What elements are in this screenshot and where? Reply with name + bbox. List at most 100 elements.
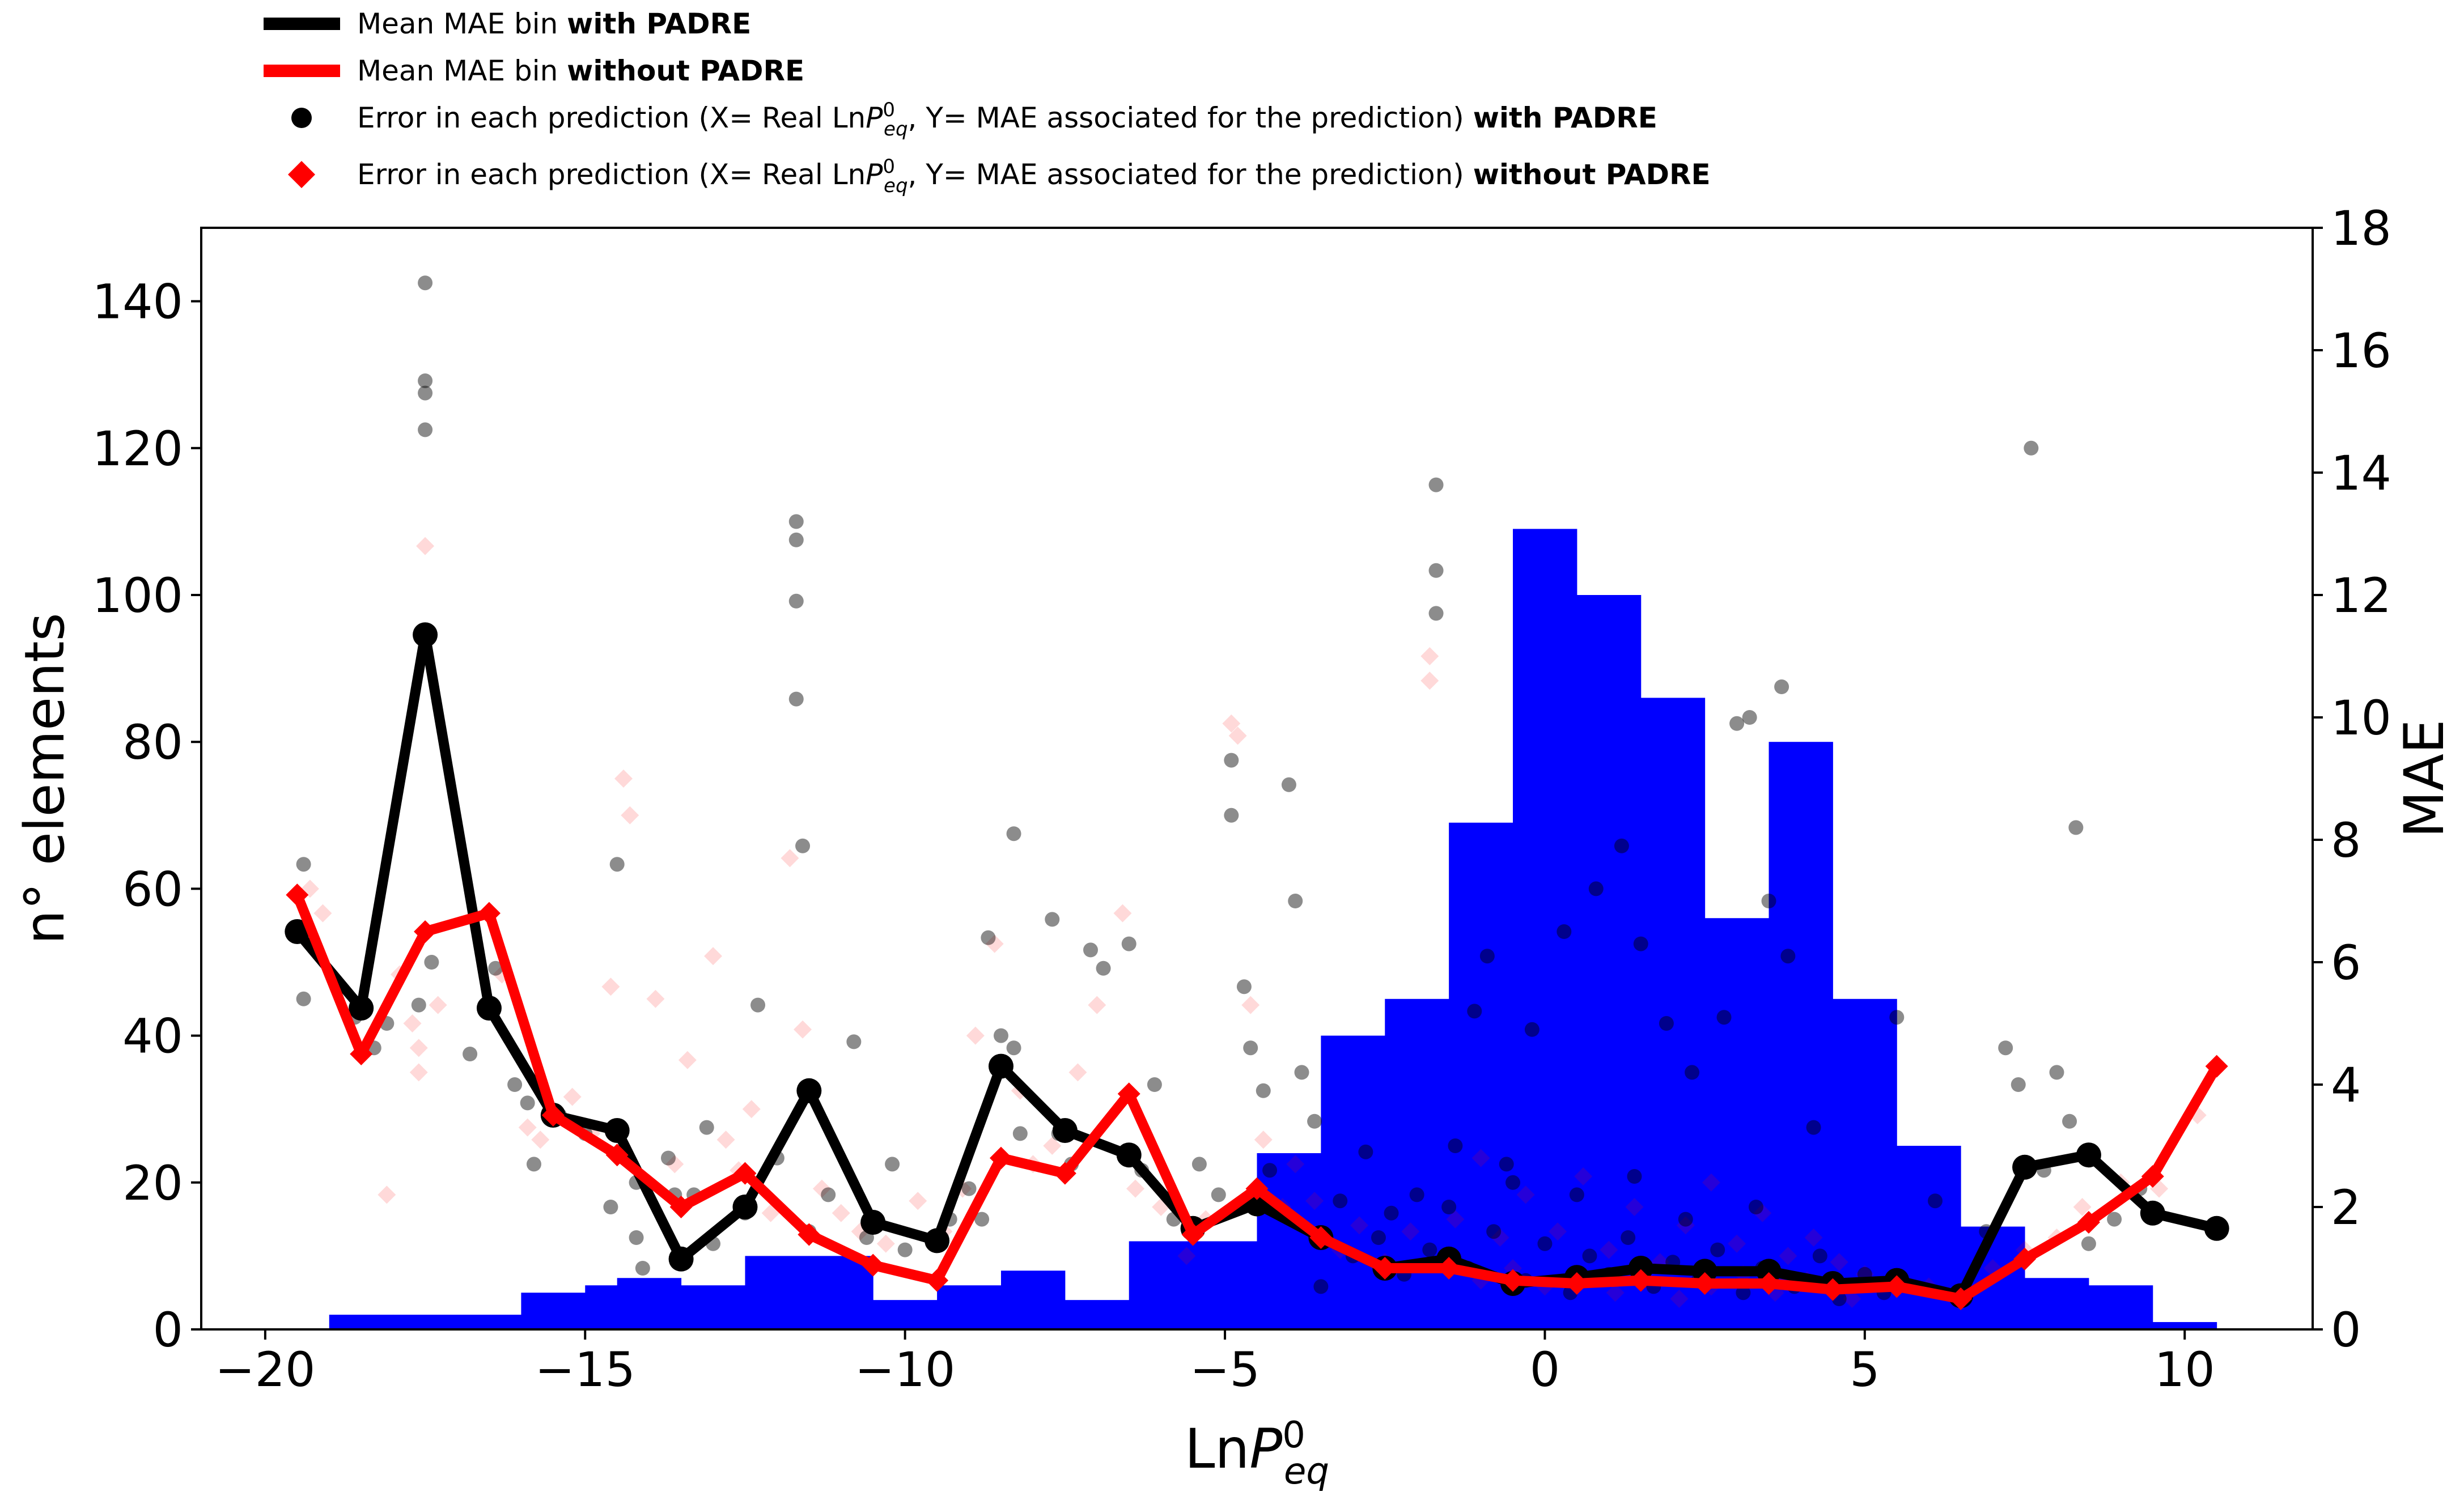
series-point-without-padre (350, 1043, 373, 1065)
series-point-without-padre (1053, 1162, 1076, 1185)
series-point-without-padre (541, 1104, 565, 1127)
series-point-without-padre (733, 1162, 757, 1185)
scatter-point-without-padre (1516, 1185, 1535, 1204)
scatter-point-without-padre (781, 849, 799, 868)
histogram-bar (521, 1293, 586, 1329)
scatter-point-with-padre (411, 997, 426, 1013)
series-point-with-padre (1628, 1256, 1653, 1281)
histogram-bar (1065, 1300, 1130, 1329)
scatter-point-with-padre (1211, 1187, 1226, 1202)
series-point-without-padre (1949, 1287, 1973, 1310)
scatter-point-without-padre (416, 537, 435, 555)
series-point-without-padre (605, 1144, 629, 1167)
scatter-point-without-padre (1088, 996, 1106, 1014)
scatter-point-with-padre (1780, 949, 1796, 964)
scatter-point-with-padre (885, 1157, 900, 1172)
histogram-bar (1000, 1270, 1066, 1329)
x-tick-label: −15 (535, 1342, 635, 1397)
histogram-bar (1129, 1241, 1194, 1329)
scatter-point-without-padre (716, 1130, 735, 1149)
histogram-bar (1576, 595, 1642, 1329)
scatter-point-with-padre (1006, 826, 1021, 842)
y-left-tick-label: 140 (92, 274, 183, 330)
scatter-point-with-padre (1467, 1004, 1482, 1019)
scatter-point-with-padre (463, 1047, 478, 1061)
scatter-point-with-padre (1557, 924, 1572, 939)
series-point-without-padre (1373, 1257, 1397, 1280)
scatter-point-with-padre (1083, 942, 1099, 958)
scatter-point-with-padre (1307, 1114, 1322, 1129)
scatter-point-without-padre (1491, 1229, 1509, 1247)
histogram-bar (1769, 742, 1833, 1329)
scatter-point-without-padre (1600, 1240, 1618, 1259)
series-point-without-padre (2141, 1165, 2164, 1188)
scatter-point-with-padre (1569, 1187, 1584, 1202)
scatter-point-with-padre (1716, 1010, 1732, 1025)
series-point-without-padre (1629, 1269, 1652, 1292)
scatter-point-without-padre (1625, 1198, 1644, 1216)
scatter-point-without-padre (1420, 647, 1439, 665)
histogram-bar (2088, 1285, 2153, 1329)
legend-label: Error in each prediction (X= Real LnP0 eq… (357, 99, 1657, 141)
x-tick-label: −5 (1190, 1342, 1260, 1397)
scatter-point-with-padre (1710, 1242, 1725, 1257)
scatter-point-without-padre (1676, 1216, 1695, 1235)
scatter-point-with-padre (1045, 912, 1060, 927)
scatter-point-with-padre (1294, 1065, 1309, 1080)
scatter-point-without-padre (1574, 1167, 1593, 1185)
histogram-bar (329, 1315, 394, 1329)
scatter-point-with-padre (418, 373, 433, 388)
scatter-point-without-padre (1420, 672, 1439, 690)
series-point-without-padre (1245, 1177, 1269, 1200)
scatter-point-without-padre (378, 1185, 396, 1204)
scatter-point-with-padre (629, 1230, 644, 1245)
scatter-point-without-padre (621, 806, 639, 824)
scatter-point-without-padre (1068, 1063, 1087, 1082)
scatter-point-with-padre (2062, 1114, 2077, 1129)
histogram-bar (745, 1256, 809, 1329)
scatter-point-without-padre (909, 1192, 927, 1210)
mean-lines (285, 622, 2229, 1310)
histogram-bar (2152, 1322, 2217, 1329)
series-point-with-padre (732, 1195, 758, 1219)
scatter-point-with-padre (1742, 710, 1757, 725)
scatter-point-with-padre (418, 422, 433, 437)
scatter-point-without-padre (518, 1118, 537, 1137)
scatter-point-without-padre (985, 934, 1004, 953)
scatter-point-with-padre (418, 385, 433, 401)
series-point-with-padre (1692, 1259, 1717, 1284)
scatter-point-without-padre (646, 989, 665, 1008)
scatter-point-with-padre (897, 1242, 913, 1257)
series-point-with-padre (924, 1228, 950, 1253)
scatter-point-with-padre (507, 1077, 523, 1092)
scatter-point-without-padre (1241, 996, 1260, 1014)
scatter-point-with-padre (296, 857, 311, 872)
scatter-point-with-padre (1409, 1187, 1424, 1202)
scatter-point-with-padre (488, 960, 503, 976)
scatter-point-without-padre (1043, 1137, 1062, 1155)
scatter-point-with-padre (1621, 1230, 1636, 1245)
scatter-point-with-padre (1358, 1144, 1373, 1159)
scatter-point-with-padre (1678, 1212, 1693, 1227)
series-point-without-padre (477, 902, 501, 925)
y-left-tick-label: 0 (153, 1302, 183, 1358)
series-point-without-padre (1502, 1269, 1525, 1292)
scatter-point-with-padre (1121, 936, 1136, 951)
scatter-point-with-padre (788, 593, 804, 609)
histogram-bar (1449, 822, 1513, 1329)
scatter-point-with-padre (1505, 1175, 1521, 1190)
series-point-with-padre (2204, 1216, 2229, 1241)
scatter-point-with-padre (1428, 563, 1444, 578)
scatter-point-with-padre (1889, 1010, 1905, 1025)
scatter-point-with-padre (1448, 1138, 1463, 1153)
scatter-point-without-padre (1670, 1290, 1689, 1308)
scatter-point-with-padre (1281, 777, 1296, 792)
series-point-without-padre (414, 920, 437, 943)
scatter-point-with-padre (1774, 679, 1789, 694)
scatter-point-without-padre (876, 1234, 895, 1253)
legend-item: Error in each prediction (X= Real LnP0 eq… (288, 155, 1711, 197)
y-right-tick-label: 10 (2331, 690, 2391, 746)
series-point-with-padre (413, 622, 438, 648)
scatter-point-with-padre (1288, 894, 1303, 908)
plot-frame (200, 227, 2314, 1331)
